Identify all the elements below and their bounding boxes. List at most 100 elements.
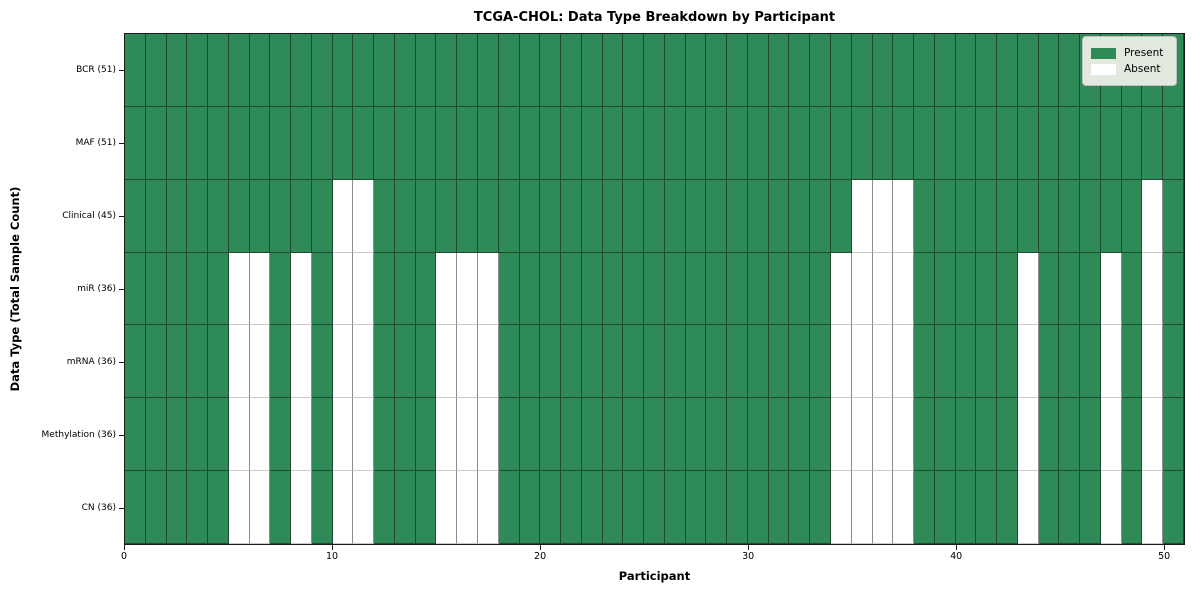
heatmap-cell bbox=[540, 34, 562, 107]
heatmap-cell bbox=[685, 179, 707, 253]
heatmap-cell bbox=[228, 471, 250, 544]
heatmap-cell bbox=[249, 471, 271, 544]
heatmap-cell bbox=[498, 34, 520, 107]
heatmap-cell bbox=[166, 106, 188, 180]
heatmap-cell bbox=[228, 34, 250, 107]
y-tick-mark bbox=[119, 142, 124, 144]
heatmap-cell bbox=[810, 179, 831, 253]
heatmap-cell bbox=[394, 325, 416, 399]
heatmap-cell bbox=[851, 398, 873, 472]
heatmap-cell bbox=[477, 252, 499, 326]
heatmap-cell bbox=[934, 398, 956, 472]
heatmap-cell bbox=[706, 34, 728, 107]
heatmap-cell bbox=[1038, 106, 1060, 180]
heatmap-cell bbox=[1059, 398, 1081, 472]
heatmap-cell bbox=[145, 252, 167, 326]
heatmap-cell bbox=[789, 398, 811, 472]
heatmap-cell bbox=[187, 325, 209, 399]
heatmap-cell bbox=[1100, 106, 1122, 180]
heatmap-cell bbox=[1100, 471, 1122, 544]
heatmap-cell bbox=[727, 325, 748, 399]
heatmap-cell bbox=[270, 34, 292, 107]
heatmap-cell bbox=[332, 34, 354, 107]
heatmap-cell bbox=[436, 106, 458, 180]
heatmap-cell bbox=[187, 398, 209, 472]
x-tick-label: 30 bbox=[742, 551, 755, 562]
legend-label-present: Present bbox=[1124, 47, 1164, 59]
heatmap-cell bbox=[810, 106, 831, 180]
heatmap-cell bbox=[166, 471, 188, 544]
heatmap-cell bbox=[644, 106, 665, 180]
heatmap-cell bbox=[394, 34, 416, 107]
heatmap-cell bbox=[976, 471, 998, 544]
legend-label-absent: Absent bbox=[1124, 63, 1161, 75]
legend: Present Absent bbox=[1082, 36, 1177, 86]
heatmap-cell bbox=[436, 252, 458, 326]
heatmap-cell bbox=[914, 398, 935, 472]
legend-item-present: Present bbox=[1091, 46, 1168, 60]
x-tick-label: 40 bbox=[950, 551, 963, 562]
heatmap-cell bbox=[353, 34, 375, 107]
heatmap-cell bbox=[519, 179, 541, 253]
heatmap-cell bbox=[997, 252, 1018, 326]
heatmap-cell bbox=[374, 252, 395, 326]
heatmap-cell bbox=[893, 325, 915, 399]
heatmap-cell bbox=[1100, 398, 1122, 472]
heatmap-cell bbox=[1142, 252, 1164, 326]
heatmap-cell bbox=[872, 106, 894, 180]
heatmap-cell bbox=[747, 106, 769, 180]
heatmap-cell bbox=[353, 106, 375, 180]
heatmap-cell bbox=[1100, 325, 1122, 399]
heatmap-cell bbox=[477, 398, 499, 472]
y-tick-label-cn: CN (36) bbox=[81, 503, 116, 514]
heatmap-cell bbox=[602, 179, 624, 253]
heatmap-cell bbox=[145, 106, 167, 180]
heatmap-cell bbox=[291, 34, 312, 107]
heatmap-cell bbox=[540, 252, 562, 326]
heatmap-cell bbox=[851, 252, 873, 326]
heatmap-cell bbox=[145, 179, 167, 253]
heatmap-cell bbox=[955, 252, 977, 326]
heatmap-cell bbox=[415, 398, 437, 472]
heatmap-cell bbox=[1080, 179, 1101, 253]
heatmap-cell bbox=[208, 34, 229, 107]
heatmap-cell bbox=[747, 34, 769, 107]
heatmap-cell bbox=[830, 106, 852, 180]
heatmap-cell bbox=[332, 179, 354, 253]
heatmap-cell bbox=[1059, 34, 1081, 107]
heatmap-cell bbox=[311, 106, 333, 180]
heatmap-cell bbox=[1080, 398, 1101, 472]
heatmap-cell bbox=[934, 252, 956, 326]
heatmap-cell bbox=[498, 325, 520, 399]
heatmap-cell bbox=[415, 252, 437, 326]
heatmap-cell bbox=[747, 179, 769, 253]
heatmap-cell bbox=[664, 179, 686, 253]
heatmap-cell bbox=[1017, 471, 1039, 544]
heatmap-cell bbox=[228, 106, 250, 180]
heatmap-cell bbox=[581, 106, 603, 180]
heatmap-cell bbox=[332, 471, 354, 544]
heatmap-cell bbox=[498, 179, 520, 253]
heatmap-cell bbox=[727, 252, 748, 326]
heatmap-cell bbox=[1059, 179, 1081, 253]
heatmap-cell bbox=[976, 179, 998, 253]
heatmap-cell bbox=[768, 106, 790, 180]
heatmap-cell bbox=[727, 398, 748, 472]
y-tick-label-mrna: mRNA (36) bbox=[66, 357, 116, 368]
heatmap-cell bbox=[789, 252, 811, 326]
heatmap-cell bbox=[436, 471, 458, 544]
heatmap-cell bbox=[540, 179, 562, 253]
heatmap-cell bbox=[851, 325, 873, 399]
heatmap-cell bbox=[623, 106, 645, 180]
heatmap-cell bbox=[374, 106, 395, 180]
heatmap-cell bbox=[955, 325, 977, 399]
heatmap-cell bbox=[1142, 106, 1164, 180]
heatmap-cell bbox=[187, 106, 209, 180]
heatmap-cell bbox=[125, 252, 146, 326]
heatmap-cell bbox=[706, 471, 728, 544]
heatmap-cell bbox=[644, 325, 665, 399]
heatmap-cell bbox=[125, 106, 146, 180]
heatmap-cell bbox=[125, 471, 146, 544]
heatmap-cell bbox=[581, 34, 603, 107]
